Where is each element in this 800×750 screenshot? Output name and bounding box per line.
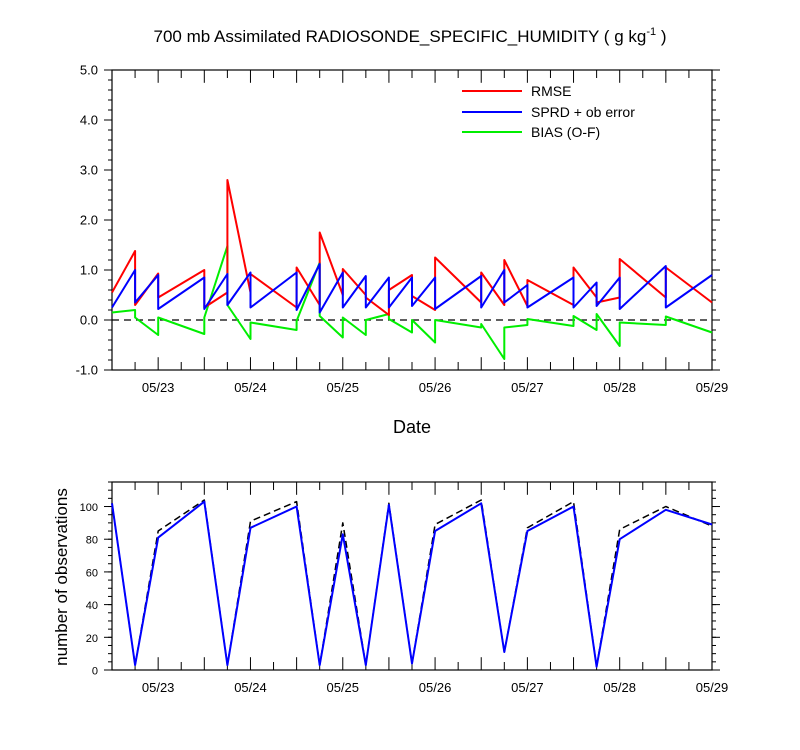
top-x-tick-label: 05/25 [326, 380, 359, 395]
bottom-series-lines [111, 499, 713, 668]
bottom-x-tick-label: 05/29 [696, 680, 729, 695]
top-y-tick-label: 0.0 [80, 313, 98, 328]
top-y-tick-label: 3.0 [80, 163, 98, 178]
top-x-tick-label: 05/24 [234, 380, 267, 395]
bottom-y-tick-label: 80 [86, 535, 98, 547]
top-x-tick-labels: 05/23 05/24 05/25 05/26 05/27 05/28 05/29 [142, 380, 728, 395]
bottom-x-tick-label: 05/28 [603, 680, 636, 695]
legend-label-bias: BIAS (O-F) [531, 124, 600, 140]
bottom-plot-frame [111, 481, 713, 671]
top-series-lines [111, 179, 713, 360]
legend: RMSE SPRD + ob error BIAS (O-F) [462, 83, 635, 140]
bottom-y-tick-label: 40 [86, 600, 98, 612]
bottom-x-tick-label: 05/24 [234, 680, 267, 695]
top-y-tick-label: -1.0 [76, 363, 98, 378]
bottom-y-tick-labels: 0 20 40 60 80 100 [80, 502, 98, 677]
series-line-possible-obs [111, 499, 713, 668]
series-line-bias [111, 245, 713, 360]
bottom-y-tick-label: 0 [92, 666, 98, 678]
title-exponent: -1 [646, 26, 656, 38]
bottom-y-tick-label: 20 [86, 633, 98, 645]
top-x-tick-label: 05/26 [419, 380, 452, 395]
top-plot-ticks [104, 69, 720, 371]
top-y-tick-labels: -1.0 0.0 1.0 2.0 3.0 4.0 5.0 [76, 63, 98, 378]
legend-label-sprd: SPRD + ob error [531, 104, 635, 120]
title-close: ) [656, 27, 666, 46]
rmse-bias-plot: -1.00.01.02.03.04.05.0 05/23 05/24 05/25 05… [76, 63, 729, 438]
bottom-x-tick-label: 05/25 [326, 680, 359, 695]
chart-title: 700 mb Assimilated RADIOSONDE_SPECIFIC_H… [154, 26, 667, 46]
top-y-tick-label: 5.0 [80, 63, 98, 78]
top-y-tick-label: 2.0 [80, 213, 98, 228]
x-axis-label: Date [393, 417, 431, 437]
top-x-tick-label: 05/28 [603, 380, 636, 395]
bottom-x-tick-label: 05/23 [142, 680, 175, 695]
top-y-tick-label: 1.0 [80, 263, 98, 278]
legend-label-rmse: RMSE [531, 83, 571, 99]
bottom-y-tick-label: 60 [86, 567, 98, 579]
bottom-x-tick-label: 05/27 [511, 680, 544, 695]
bottom-plot-ticks [104, 481, 720, 671]
title-main: 700 mb Assimilated RADIOSONDE_SPECIFIC_H… [154, 27, 647, 46]
bottom-x-tick-labels: 05/23 05/24 05/25 05/26 05/27 05/28 05/29 [142, 680, 728, 695]
bottom-x-tick-label: 05/26 [419, 680, 452, 695]
series-line-sprd [111, 263, 713, 314]
top-y-tick-label: 4.0 [80, 113, 98, 128]
bottom-y-tick-label: 100 [80, 502, 98, 514]
top-x-tick-label: 05/23 [142, 380, 175, 395]
top-x-tick-label: 05/29 [696, 380, 729, 395]
top-x-tick-label: 05/27 [511, 380, 544, 395]
series-line-used-obs [111, 500, 713, 668]
y-axis-label-observations: number of observations [52, 488, 71, 666]
